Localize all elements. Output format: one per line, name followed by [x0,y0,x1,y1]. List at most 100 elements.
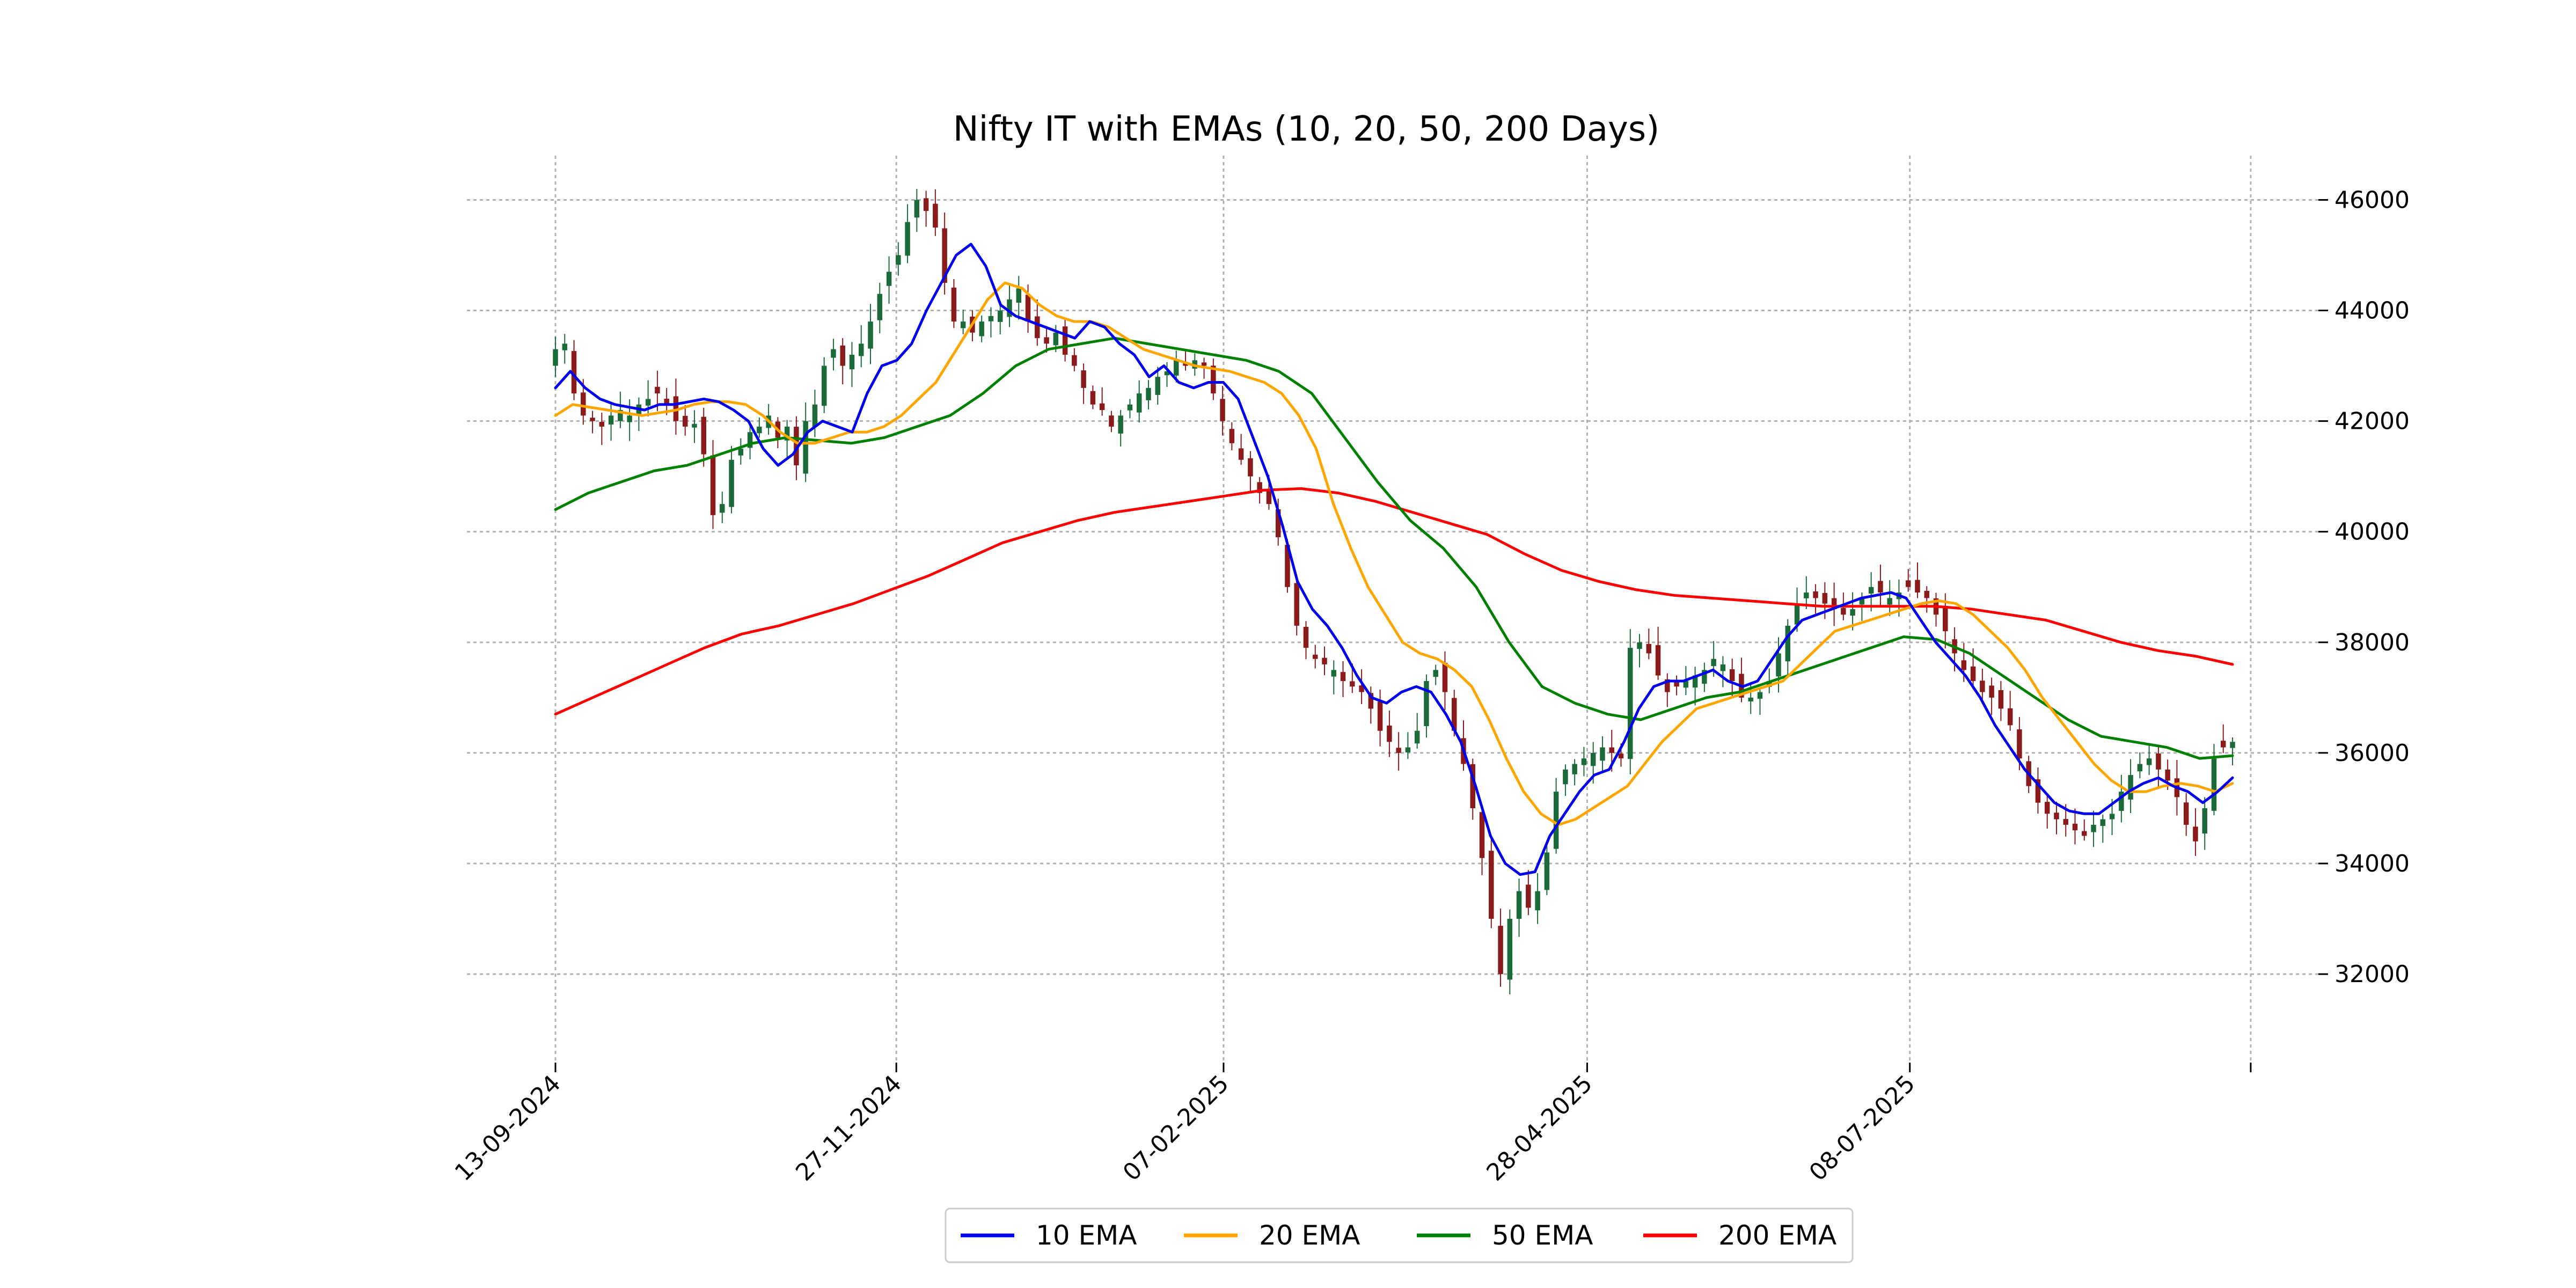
candle-body [1479,812,1485,858]
candle-body [1396,748,1401,753]
candle-body [1248,458,1253,477]
candle-body [1350,681,1355,687]
candle-body [1266,489,1272,504]
candle-body [1109,415,1114,427]
candle-body [1544,852,1550,890]
candle-body [1489,851,1494,919]
candle-body [1470,764,1476,808]
candle-body [1655,645,1661,676]
candle-body [2230,742,2235,748]
candle-body [914,200,920,218]
candle-body [905,222,910,256]
candle-body [1757,692,1763,699]
candle-body [1164,371,1170,376]
candle-body [1303,627,1309,648]
candle-body [831,349,836,358]
candle-body [2054,813,2059,819]
candle-body [1414,730,1420,744]
x-tick-label: 28-04-2025 [1481,1070,1598,1187]
candle-body [1025,295,1031,322]
candle-body [1711,658,1716,667]
candle-body [1451,698,1457,731]
candle-body [1720,664,1726,671]
candle-body [2035,779,2041,803]
candle-body [2202,808,2207,834]
candle-body [1646,643,1652,654]
candle-body [1433,670,1438,677]
candle-body [599,422,605,427]
candle-body [757,426,762,434]
candle-body [1683,680,1689,688]
candle-body [2017,729,2022,759]
candle-body [627,415,632,422]
candle-body [1581,758,1587,765]
candle-body [729,459,734,507]
candle-body [1007,299,1012,317]
candle-body [1628,648,1633,759]
candle-body [1081,370,1086,388]
candle-body [1294,583,1299,626]
candle-body [1053,332,1059,346]
candle-body [2091,824,2096,832]
candle-body [1405,747,1411,753]
y-tick-label: 40000 [2334,518,2410,546]
candle-body [2211,758,2217,811]
candle-body [2183,802,2189,825]
candle-body [2146,758,2152,765]
candle-body [849,354,855,370]
candle-body [1887,598,1892,605]
candle-body [1155,377,1160,395]
candle-body [1785,625,1791,662]
candle-body [1090,391,1096,405]
candle-body [664,399,669,405]
candle-body [1841,608,1846,615]
candle-body [1035,316,1040,339]
candle-body [1442,663,1448,692]
candle-body [1424,680,1429,727]
candle-body [738,449,744,456]
y-axis: 32000 34000 36000 38000 40000 42000 44000 46000 [2318,186,2410,988]
candle-body [1174,360,1179,376]
candle-body [1229,429,1235,443]
candle-body [655,386,660,394]
y-tick-label: 32000 [2334,961,2410,988]
candle-body [692,423,697,428]
y-tick-label: 34000 [2334,850,2410,877]
candle-body [942,228,947,283]
candle-body [1553,792,1559,849]
legend-frame [945,1208,1854,1263]
candle-body [896,255,901,265]
candle-body [1368,693,1374,709]
candle-body [2119,792,2124,811]
candle-body [1257,482,1262,493]
candle-body [1072,355,1077,366]
x-axis: 13-09-2024 27-11-2024 07-02-2025 28-04-2025… [450,1063,2252,1187]
y-tick-label: 46000 [2334,186,2410,214]
candle-body [1220,399,1225,421]
candle-body [2007,708,2013,726]
candle-body [886,272,892,286]
candle-body [553,349,558,366]
candle-body [1674,679,1679,687]
candle-body [1748,697,1753,701]
candle-body [1618,753,1624,759]
candle-body [1359,685,1364,692]
candle-body [2072,823,2078,831]
candle-body [1915,580,1920,593]
candle-body [1377,701,1383,731]
candle-body [1118,415,1123,434]
x-tick-label: 13-09-2024 [450,1070,566,1187]
grid-layer [467,156,2318,1063]
candle-body [1387,725,1392,742]
y-tick-label: 38000 [2334,629,2410,656]
candle-body [1692,675,1698,688]
candle-body [1766,680,1772,687]
candle-body [951,287,957,322]
candle-body [1590,752,1596,766]
candle-body [988,316,994,321]
candle-body [1980,680,1985,692]
candle-body [1813,591,1818,598]
candle-body [645,399,651,406]
legend-label: 10 EMA [1036,1220,1137,1251]
